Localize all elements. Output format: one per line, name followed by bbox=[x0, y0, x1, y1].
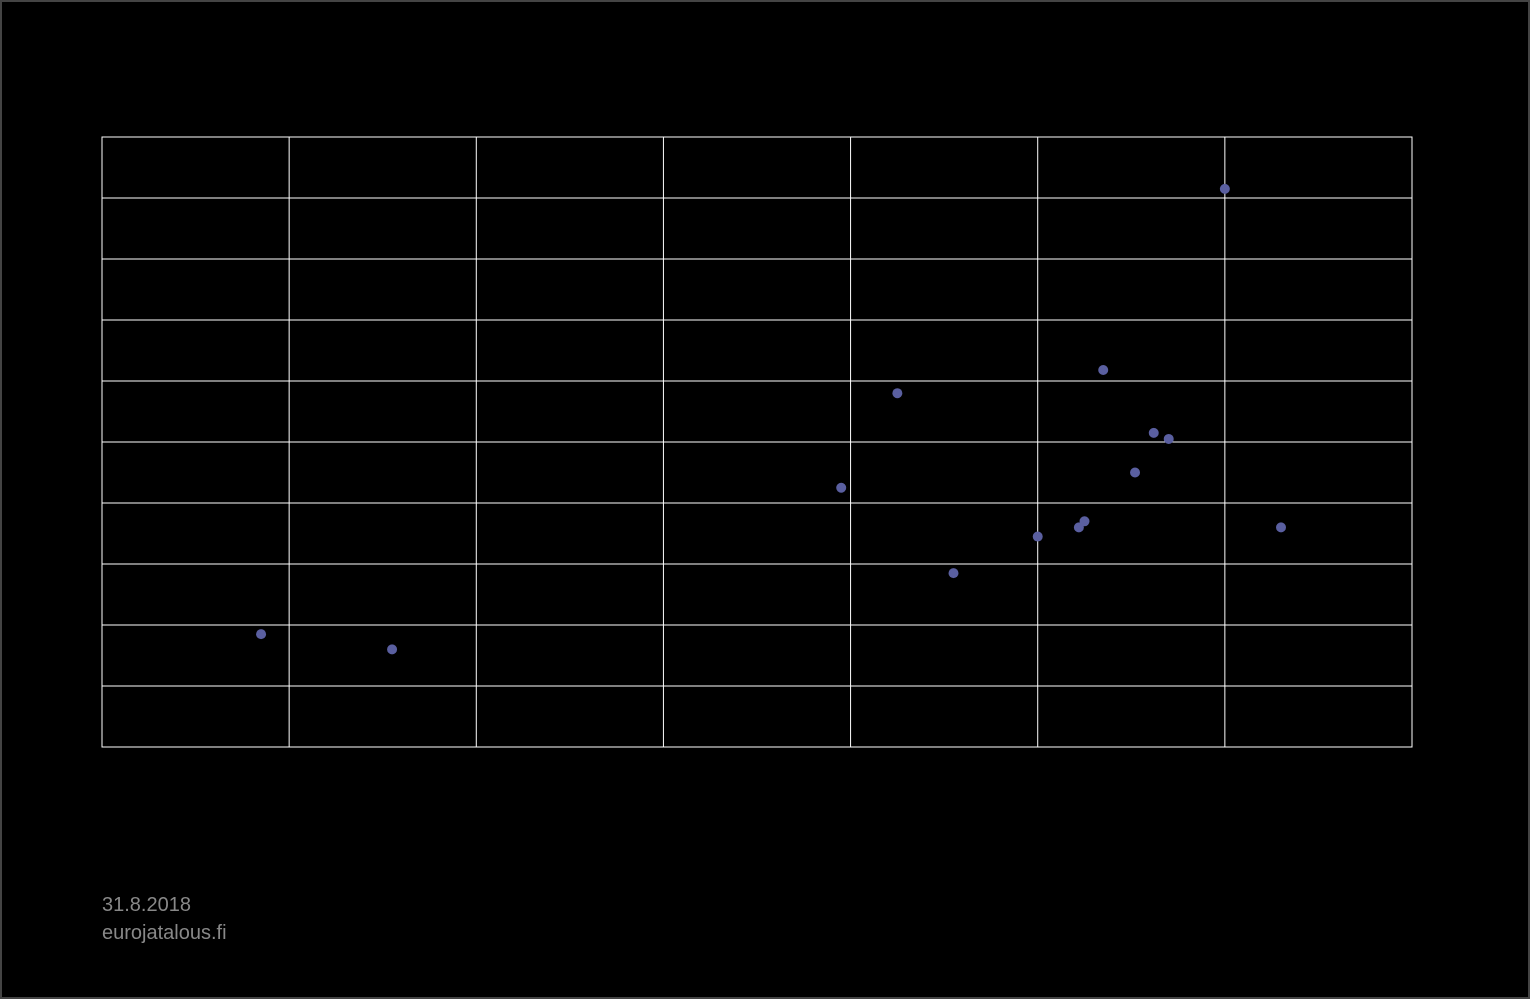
point-label: Italia bbox=[1147, 465, 1177, 481]
data-point bbox=[1098, 365, 1108, 375]
chart-footer: 31.8.2018 eurojatalous.fi bbox=[102, 891, 227, 947]
data-point bbox=[892, 388, 902, 398]
data-point bbox=[1276, 522, 1286, 532]
data-point bbox=[256, 629, 266, 639]
footer-date: 31.8.2018 bbox=[102, 891, 227, 919]
data-point bbox=[1220, 184, 1230, 194]
data-point bbox=[1149, 428, 1159, 438]
scatter-chart: Italia bbox=[102, 137, 1412, 747]
data-point bbox=[1080, 516, 1090, 526]
data-point bbox=[1130, 468, 1140, 478]
chart-area: Italia bbox=[102, 137, 1412, 747]
data-point bbox=[949, 568, 959, 578]
data-point bbox=[387, 644, 397, 654]
data-point bbox=[1033, 532, 1043, 542]
footer-source: eurojatalous.fi bbox=[102, 919, 227, 947]
data-point bbox=[1164, 434, 1174, 444]
data-point bbox=[836, 483, 846, 493]
